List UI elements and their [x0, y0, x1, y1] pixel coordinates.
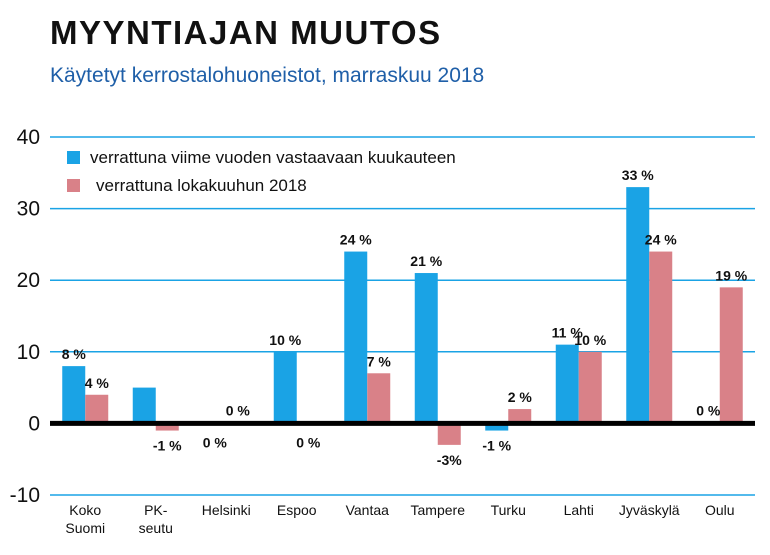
y-tick-label: 10 — [17, 341, 40, 364]
data-label: 21 % — [410, 253, 442, 269]
data-label: 0 % — [296, 434, 321, 450]
legend-swatch-series-2 — [67, 179, 80, 192]
x-tick-label: Lahti — [564, 502, 594, 518]
data-label: 24 % — [645, 232, 677, 248]
y-tick-label: 0 — [28, 412, 40, 435]
data-label: 7 % — [367, 353, 392, 369]
data-label: 10 % — [574, 332, 606, 348]
x-tick-label: Espoo — [277, 502, 317, 518]
bar-series-1 — [132, 387, 156, 424]
data-label: 0 % — [226, 402, 251, 418]
bar-series-1 — [555, 344, 579, 424]
legend-label-series-2: verrattuna lokakuuhun 2018 — [96, 176, 307, 195]
bars — [62, 187, 743, 445]
y-axis-ticks: 40 30 20 10 0 -10 — [10, 126, 40, 507]
bar-series-2 — [578, 351, 602, 424]
data-label: 24 % — [340, 232, 372, 248]
bar-series-2 — [367, 373, 391, 424]
bar-series-1 — [62, 366, 86, 424]
x-tick-label: Suomi — [65, 520, 105, 536]
data-label: -1 % — [482, 438, 511, 454]
legend: verrattuna viime vuoden vastaavaan kuuka… — [67, 148, 456, 195]
x-tick-label: Tampere — [411, 502, 466, 518]
data-label: 4 % — [85, 375, 110, 391]
y-tick-label: 30 — [17, 198, 40, 221]
legend-swatch-series-1 — [67, 151, 80, 164]
x-tick-label: Helsinki — [202, 502, 251, 518]
data-label: -1 % — [153, 438, 182, 454]
bar-series-1 — [344, 251, 368, 424]
y-tick-label: 40 — [17, 126, 40, 149]
y-tick-label: -10 — [10, 484, 40, 507]
bar-series-2 — [437, 423, 461, 445]
x-tick-label: Koko — [69, 502, 101, 518]
bar-series-1 — [414, 273, 438, 424]
data-label: 19 % — [715, 267, 747, 283]
bar-series-2 — [649, 251, 673, 424]
y-tick-label: 20 — [17, 269, 40, 292]
chart-subtitle: Käytetyt kerrostalohuoneistot, marraskuu… — [50, 64, 485, 87]
data-label: 2 % — [508, 389, 533, 405]
x-axis-labels: Koko Suomi PK-seutu Helsinki Espoo Vantaa Tamp… — [65, 502, 734, 536]
x-tick-label: Vantaa — [346, 502, 390, 518]
x-tick-label: Turku — [491, 502, 526, 518]
data-label: 0 % — [696, 402, 721, 418]
data-label: 33 % — [622, 167, 654, 183]
bar-series-2 — [155, 423, 179, 431]
x-tick-label: PK- — [144, 502, 168, 518]
data-labels: 8 % 4 % -1 % 0 % 0 % 10 % 0 % 24 % 7 % 21 % -3% -1 … — [62, 167, 748, 468]
bar-series-1 — [273, 351, 297, 424]
bar-series-2 — [85, 394, 109, 424]
legend-label-series-1: verrattuna viime vuoden vastaavaan kuuka… — [90, 148, 456, 167]
x-tick-label: seutu — [139, 520, 173, 536]
data-label: -3% — [437, 452, 462, 468]
data-label: 10 % — [269, 332, 301, 348]
data-label: 0 % — [203, 434, 228, 450]
data-label: 8 % — [62, 346, 87, 362]
bar-series-1 — [626, 187, 650, 424]
bar-series-2 — [508, 409, 532, 424]
x-tick-label: Oulu — [705, 502, 735, 518]
chart-title: MYYNTIAJAN MUUTOS — [50, 14, 442, 51]
data-label: 11 % — [552, 325, 584, 341]
bar-series-2 — [719, 287, 743, 424]
x-tick-label: Jyväskylä — [619, 502, 680, 518]
bar-series-1 — [485, 423, 509, 431]
